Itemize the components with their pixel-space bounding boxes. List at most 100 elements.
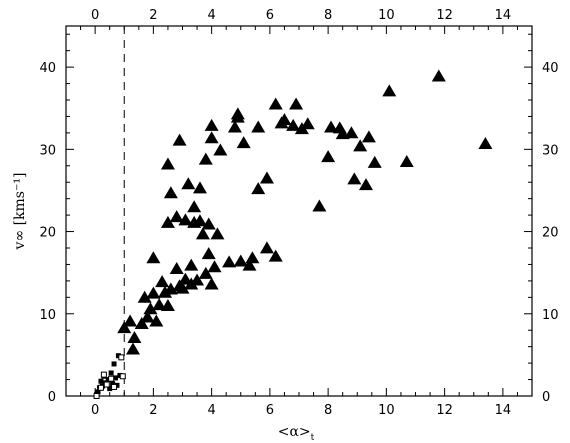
y-tick-label-right: 20: [542, 226, 559, 241]
x-axis-label: <α>t: [278, 424, 315, 443]
triangle-point: [431, 69, 446, 82]
triangle-point: [358, 178, 373, 191]
triangle-point: [236, 136, 251, 149]
triangle-point: [198, 266, 213, 279]
triangle-point: [146, 251, 161, 264]
y-tick-label: 30: [39, 143, 56, 158]
y-tick-label-right: 40: [542, 61, 559, 76]
filled-square-point: [95, 389, 101, 395]
triangle-point: [321, 150, 336, 163]
x-tick-label: 8: [324, 403, 332, 418]
triangle-point: [286, 118, 301, 131]
open-square-point: [93, 393, 100, 399]
triangle-point: [169, 261, 184, 274]
triangle-point: [300, 117, 315, 130]
x-tick-label-top: 2: [149, 8, 157, 23]
x-tick-label-top: 4: [207, 8, 215, 23]
triangle-point: [204, 131, 219, 144]
filled-square-point: [113, 375, 119, 381]
x-tick-label: 0: [91, 403, 99, 418]
filled-square-point: [107, 386, 113, 392]
x-axis-label-main: <α>: [278, 424, 311, 440]
triangle-point: [175, 281, 190, 294]
x-tick-label-top: 6: [266, 8, 274, 23]
triangle-point: [149, 314, 164, 327]
triangle-point: [361, 130, 376, 143]
triangle-point: [242, 258, 257, 271]
triangle-point: [143, 302, 158, 315]
triangle-point: [277, 113, 292, 126]
triangle-point: [195, 227, 210, 240]
triangle-point: [347, 172, 362, 185]
x-axis-label-subscript: t: [311, 433, 315, 443]
triangle-point: [259, 171, 274, 184]
triangle-point: [163, 282, 178, 295]
triangle-point: [172, 133, 187, 146]
x-tick-label: 14: [495, 403, 512, 418]
triangle-point: [353, 139, 368, 152]
y-tick-label: 40: [39, 61, 56, 76]
triangle-point: [192, 181, 207, 194]
y-axis-label: v∞ [kms⁻¹]: [12, 173, 28, 251]
open-square-point: [118, 354, 125, 361]
triangle-point: [222, 255, 237, 268]
y-tick-label-right: 30: [542, 143, 559, 158]
triangle-point: [204, 118, 219, 131]
triangle-point: [192, 214, 207, 227]
triangle-point: [201, 217, 216, 230]
open-square-point: [103, 381, 110, 388]
filled-square-point: [110, 381, 116, 387]
triangle-point: [198, 152, 213, 165]
triangle-point: [312, 199, 327, 212]
y-tick-label: 0: [48, 390, 56, 405]
triangle-point: [125, 342, 140, 355]
triangle-point: [155, 275, 170, 288]
triangle-point: [117, 321, 132, 334]
y-tick-label-right: 0: [542, 390, 550, 405]
triangle-point: [163, 186, 178, 199]
filled-square-point: [111, 361, 117, 367]
triangle-point: [227, 120, 242, 133]
triangle-point: [233, 254, 248, 267]
x-tick-label-top: 8: [324, 8, 332, 23]
triangle-point: [160, 298, 175, 311]
triangle-point: [127, 331, 142, 344]
open-square-point: [97, 384, 104, 391]
triangle-point: [213, 143, 228, 156]
triangle-point: [204, 277, 219, 290]
triangle-point: [201, 247, 216, 260]
triangle-point: [158, 285, 173, 298]
triangle-point: [207, 260, 222, 273]
triangle-point: [251, 120, 266, 133]
triangle-point: [268, 97, 283, 110]
x-tick-label: 10: [378, 403, 395, 418]
triangle-point: [160, 157, 175, 170]
triangle-point: [187, 200, 202, 213]
triangle-point: [210, 227, 225, 240]
triangle-point: [178, 213, 193, 226]
y-tick-label-right: 10: [542, 308, 559, 323]
open-square-point: [119, 373, 126, 380]
x-tick-label-top: 10: [378, 8, 395, 23]
y-tick-label: 20: [39, 226, 56, 241]
x-tick-label: 4: [207, 403, 215, 418]
open-square-point: [108, 375, 115, 382]
x-tick-label: 12: [436, 403, 453, 418]
triangle-point: [259, 241, 274, 254]
triangle-point: [181, 177, 196, 190]
triangle-point: [268, 249, 283, 262]
triangle-point: [184, 258, 199, 271]
triangle-point: [169, 210, 184, 223]
x-tick-label-top: 14: [495, 8, 512, 23]
x-tick-label: 2: [149, 403, 157, 418]
triangle-point: [245, 251, 260, 264]
open-square-point: [111, 383, 118, 390]
x-tick-label-top: 0: [91, 8, 99, 23]
triangle-point: [140, 310, 155, 323]
triangle-point: [251, 182, 266, 195]
triangle-point: [478, 136, 493, 149]
triangle-point: [289, 97, 304, 110]
filled-square-point: [108, 370, 114, 376]
triangle-point: [344, 126, 359, 139]
